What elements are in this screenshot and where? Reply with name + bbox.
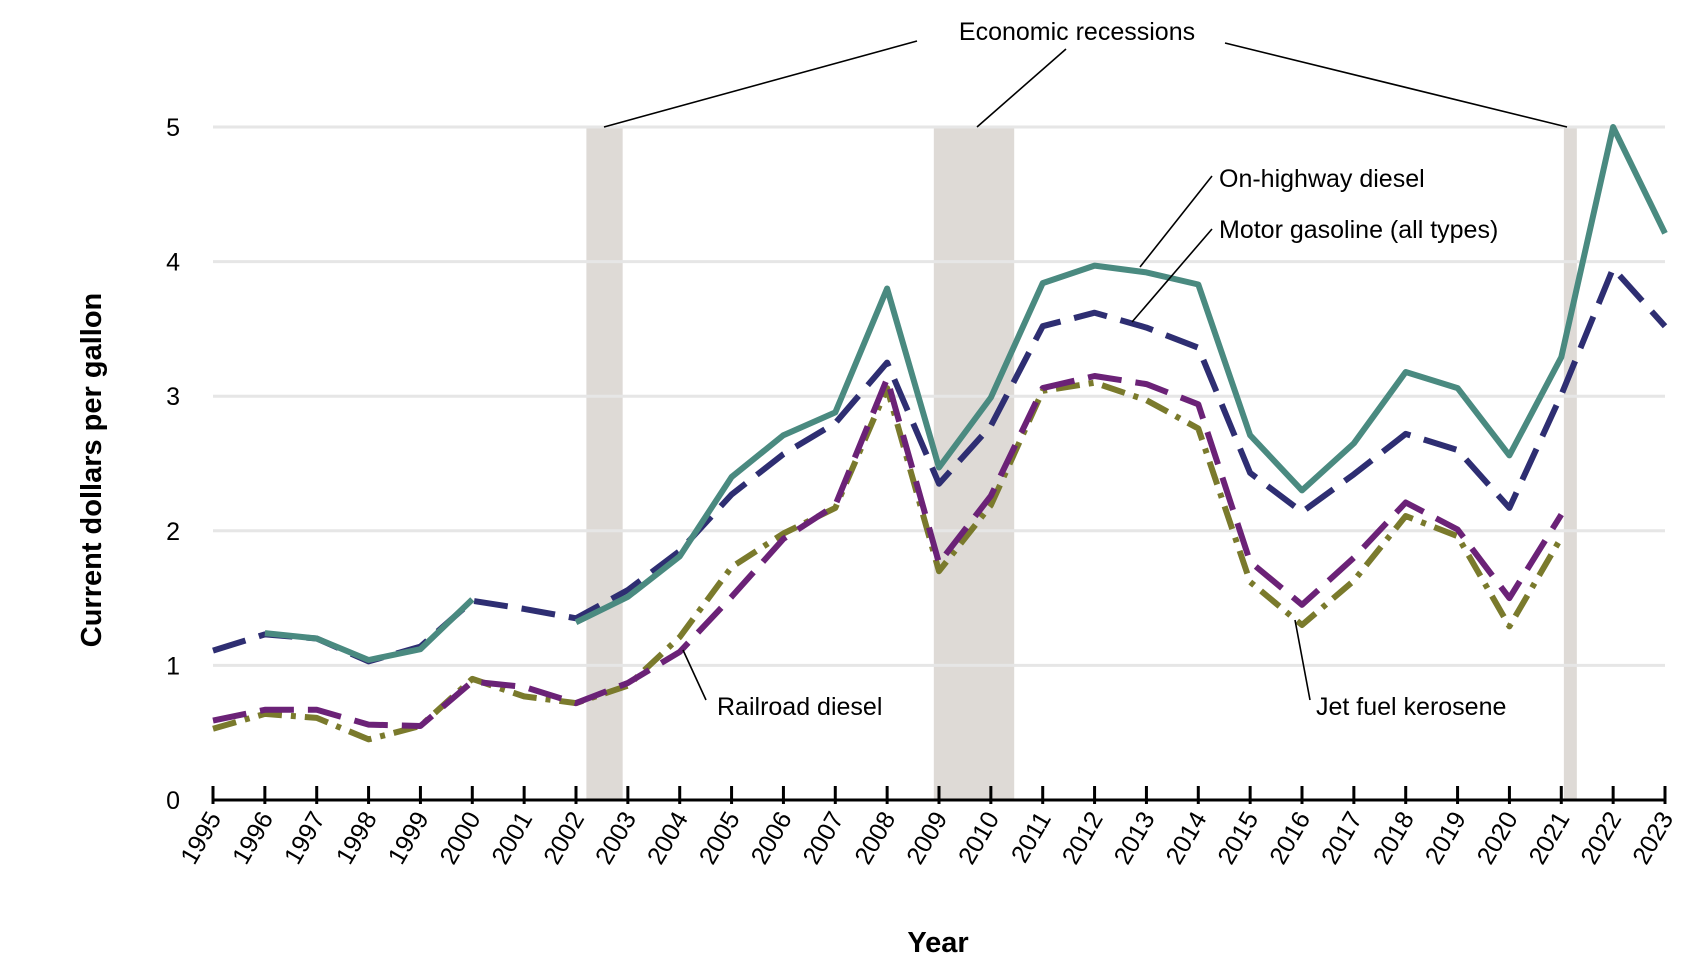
x-tick-label-2014: 2014 — [1160, 807, 1212, 869]
recessions-leader-1 — [603, 40, 918, 128]
railroad-diesel-annotation: Railroad diesel — [717, 693, 882, 721]
x-tick-label-1998: 1998 — [331, 807, 383, 869]
x-tick-label-2023: 2023 — [1627, 807, 1679, 869]
x-tick-label-2005: 2005 — [694, 807, 746, 869]
x-tick-labels: 1995 1996 1997 1998 1999 2000 2001 2002 2003 2004… — [175, 807, 1679, 869]
motor-gasoline-leader — [1131, 228, 1213, 323]
gridlines — [213, 125, 1665, 667]
series-line-0 — [264, 124, 1668, 663]
x-tick-label-2000: 2000 — [434, 807, 486, 869]
x-tick-label-2010: 2010 — [953, 807, 1005, 869]
on-highway-diesel-annotation: On-highway diesel — [1219, 165, 1425, 193]
x-tick-label-2022: 2022 — [1575, 807, 1627, 869]
annotations: Economic recessions On-highway diesel Mo… — [603, 18, 1568, 721]
y-tick-label-5: 5 — [166, 114, 180, 142]
x-tick-label-2011: 2011 — [1006, 807, 1057, 868]
x-tick-label-2017: 2017 — [1316, 807, 1368, 869]
x-tick-label-2019: 2019 — [1420, 807, 1472, 869]
x-tick-label-2021: 2021 — [1523, 807, 1575, 869]
x-tick-label-2015: 2015 — [1212, 807, 1264, 869]
y-tick-labels: 0 1 2 3 4 5 — [166, 114, 180, 815]
jet-fuel-leader — [1294, 619, 1311, 701]
series-lines — [212, 124, 1668, 743]
x-tick-label-1996: 1996 — [227, 807, 279, 869]
series-line-2 — [212, 373, 1564, 729]
recessions-leader-3 — [1224, 42, 1568, 128]
x-tick-label-2018: 2018 — [1368, 807, 1420, 869]
jet-fuel-kerosene-annotation: Jet fuel kerosene — [1316, 693, 1506, 721]
y-tick-label-1: 1 — [166, 652, 180, 680]
x-tick-label-2006: 2006 — [746, 807, 798, 869]
axes — [211, 786, 1667, 804]
x-tick-label-2020: 2020 — [1472, 807, 1524, 869]
x-tick-label-2007: 2007 — [797, 807, 849, 869]
railroad-leader — [682, 649, 707, 701]
y-tick-label-0: 0 — [166, 787, 180, 815]
x-tick-label-1995: 1995 — [175, 807, 227, 869]
y-tick-label-2: 2 — [166, 518, 180, 546]
x-tick-label-2012: 2012 — [1057, 807, 1109, 869]
x-tick-label-2013: 2013 — [1109, 807, 1161, 869]
x-tick-label-2001: 2001 — [486, 807, 538, 869]
x-tick-label-1999: 1999 — [383, 807, 435, 869]
recessions-leader-2 — [976, 48, 1067, 128]
x-tick-label-2003: 2003 — [590, 807, 642, 869]
x-axis-title: Year — [907, 927, 968, 959]
on-highway-leader — [1139, 175, 1213, 268]
motor-gasoline-annotation: Motor gasoline (all types) — [1219, 216, 1498, 244]
x-tick-label-2016: 2016 — [1264, 807, 1316, 869]
series-line-3 — [212, 379, 1564, 743]
x-tick-label-2008: 2008 — [849, 807, 901, 869]
y-axis-title: Current dollars per gallon — [76, 293, 108, 648]
recessions-annotation: Economic recessions — [959, 18, 1195, 46]
y-tick-label-3: 3 — [166, 383, 180, 411]
x-tick-label-1997: 1997 — [279, 807, 331, 869]
x-tick-label-2002: 2002 — [538, 807, 590, 869]
recession-band-3 — [1563, 127, 1577, 800]
x-tick-label-2004: 2004 — [642, 807, 694, 869]
recession-shading — [586, 127, 1577, 800]
y-tick-label-4: 4 — [166, 249, 180, 277]
x-tick-label-2009: 2009 — [901, 807, 953, 869]
recession-band-2 — [933, 127, 1015, 800]
